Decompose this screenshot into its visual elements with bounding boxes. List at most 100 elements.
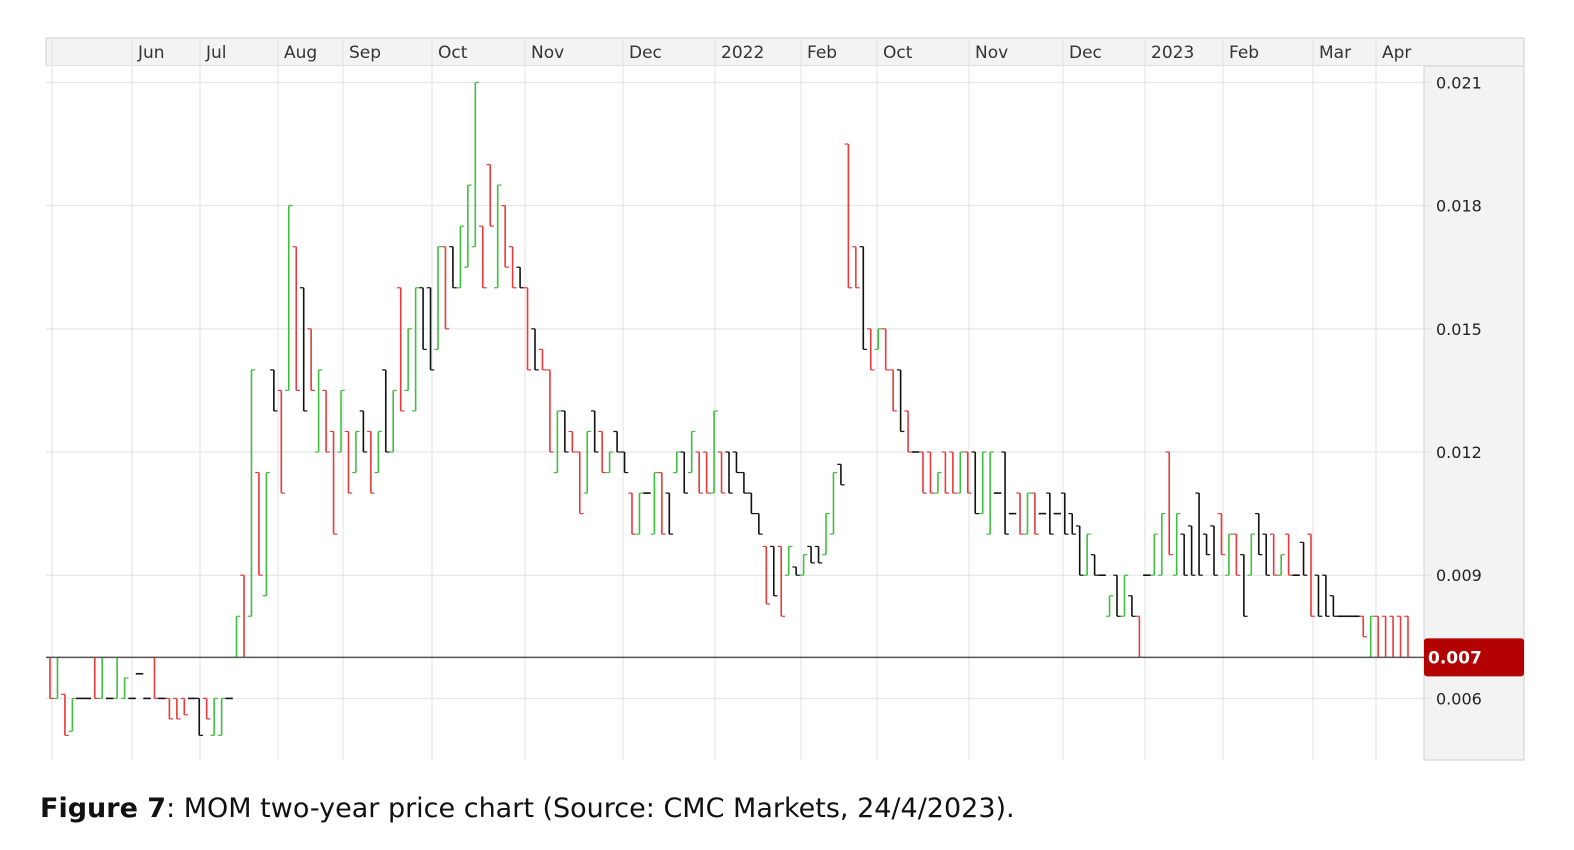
price-bar: [1262, 533, 1270, 576]
price-bar: [844, 143, 853, 289]
price-bar: [1359, 615, 1367, 638]
y-tick-label: 0.015: [1436, 320, 1482, 339]
price-bar: [1105, 595, 1114, 617]
price-bar: [1202, 533, 1211, 556]
price-bar: [949, 451, 957, 494]
plot-area: [46, 66, 1424, 760]
price-bar: [404, 328, 412, 392]
price-bar: [1277, 554, 1285, 576]
x-tick-label: Jun: [137, 43, 165, 63]
x-tick-label: Feb: [1229, 43, 1259, 63]
price-bar: [359, 410, 368, 453]
price-bar: [889, 369, 897, 412]
price-bar: [523, 287, 532, 371]
current-price-badge: [1424, 638, 1524, 677]
price-bar: [1255, 513, 1263, 556]
price-bar: [665, 492, 674, 535]
price-bar: [1247, 533, 1256, 576]
price-bar: [1016, 492, 1024, 535]
price-bar: [852, 246, 860, 289]
price-bar: [695, 451, 703, 494]
y-tick-label: 0.012: [1436, 443, 1482, 462]
price-bar: [292, 246, 300, 392]
price-bar: [762, 545, 771, 605]
price-bar: [1269, 533, 1278, 576]
price-bar: [941, 451, 950, 494]
price-bar: [837, 463, 845, 486]
price-bar: [1090, 554, 1099, 576]
price-bar: [770, 545, 778, 597]
x-tick-label: Jul: [205, 43, 227, 63]
price-bar: [1165, 451, 1173, 556]
price-bar: [217, 697, 226, 736]
figure-caption-text: : MOM two-year price chart (Source: CMC …: [166, 793, 1015, 824]
price-bar: [1314, 574, 1323, 617]
price-bar: [516, 266, 524, 289]
price-bar: [814, 545, 823, 564]
price-bar: [329, 430, 338, 535]
price-bar: [262, 471, 271, 597]
price-bar: [620, 451, 629, 474]
price-bar: [1128, 595, 1136, 617]
price-bar: [807, 545, 815, 564]
price-bar: [777, 545, 785, 617]
price-bar: [740, 471, 748, 494]
price-bar: [307, 328, 315, 392]
price-bar: [1225, 533, 1233, 576]
price-bar: [344, 430, 353, 494]
price-bar: [180, 697, 189, 716]
price-bar: [1284, 533, 1293, 576]
price-bar: [874, 328, 882, 350]
price-bar: [971, 451, 979, 515]
price-bar: [1031, 492, 1039, 535]
price-bar: [322, 389, 330, 453]
price-bar: [464, 184, 472, 268]
x-tick-label: 2022: [721, 43, 764, 63]
price-bar: [486, 163, 494, 227]
price-bar: [1001, 451, 1009, 535]
price-bar: [673, 451, 681, 474]
price-bar: [195, 697, 203, 736]
price-bar: [926, 451, 935, 494]
price-bar: [650, 471, 659, 535]
x-tick-label: Apr: [1382, 43, 1411, 63]
price-bar: [822, 513, 830, 556]
price-bar: [1299, 541, 1308, 576]
price-bar: [1322, 574, 1330, 617]
price-bar: [434, 246, 442, 350]
price-bar: [1075, 525, 1084, 576]
price-bar: [1217, 513, 1226, 556]
x-tick-label: Oct: [438, 43, 468, 63]
price-bar: [576, 451, 584, 515]
price-bar: [374, 430, 383, 474]
price-bar: [1046, 492, 1054, 535]
price-bar: [956, 451, 965, 494]
price-bar: [1307, 533, 1315, 617]
price-bar: [590, 410, 599, 453]
x-axis-labels: Jun Jul Aug Sep Oct Nov Dec 2022 Feb Oct Nov Dec 202…: [137, 43, 1411, 63]
price-bar: [919, 451, 927, 494]
x-tick-label: Nov: [975, 43, 1008, 63]
price-bar: [658, 471, 666, 535]
y-tick-label: 0.021: [1436, 73, 1482, 92]
price-bar: [613, 430, 621, 453]
price-bar: [583, 430, 591, 494]
price-bar: [285, 205, 293, 392]
x-tick-label: Nov: [531, 43, 564, 63]
price-bar: [792, 566, 800, 576]
price-bar: [202, 697, 211, 720]
figure-caption-label: Figure 7: [40, 793, 167, 824]
price-bar: [479, 225, 487, 289]
price-bar: [471, 81, 480, 248]
price-bar: [784, 545, 793, 576]
price-bar: [255, 471, 263, 576]
price-bar: [411, 287, 420, 412]
y-tick-label: 0.018: [1436, 197, 1482, 216]
price-bar: [635, 492, 644, 535]
price-bar: [247, 369, 256, 617]
x-tick-label: Aug: [284, 43, 317, 63]
price-bar: [299, 287, 308, 412]
chart-canvas: Jun Jul Aug Sep Oct Nov Dec 2022 Feb Oct Nov Dec 202…: [45, 37, 1525, 761]
price-bar: [426, 287, 435, 371]
price-bar: [1023, 492, 1032, 535]
